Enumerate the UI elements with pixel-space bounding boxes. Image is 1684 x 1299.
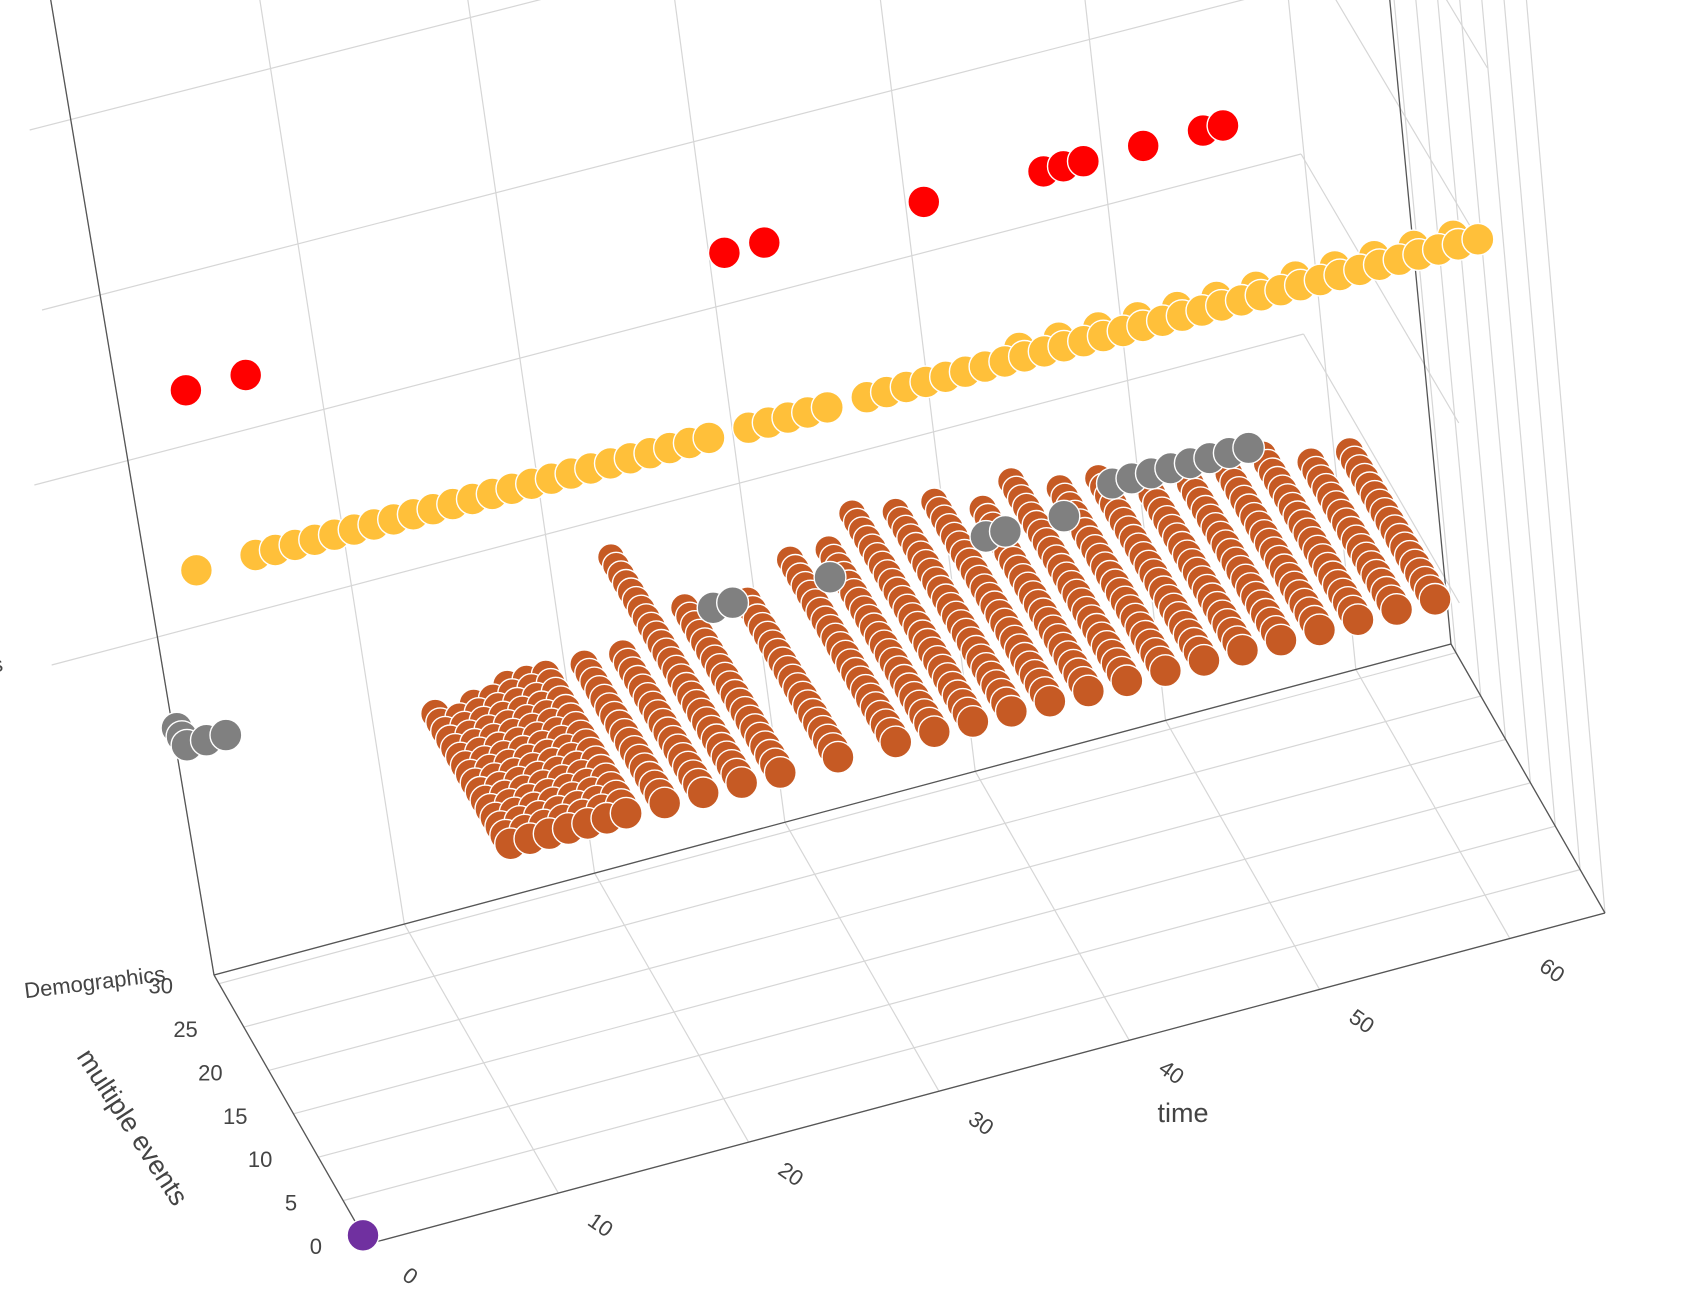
point-obeservations (956, 704, 990, 739)
box-edge-line (1450, 643, 1606, 914)
point-obeservations (1341, 603, 1375, 637)
point-obeservations (1187, 643, 1221, 678)
back-wall-grid-line (50, 0, 215, 976)
y-tick-label: 30 (148, 974, 172, 999)
point-conditions (1047, 499, 1081, 533)
x-tick-label: 20 (774, 1157, 808, 1192)
y-tick-label: 10 (248, 1147, 272, 1172)
point-obeservations (1148, 654, 1182, 688)
x-tick-label: 60 (1535, 953, 1569, 988)
z-category-label: Demographics (23, 961, 167, 1003)
x-tick-label: 50 (1345, 1004, 1379, 1039)
z-axis-line (50, 0, 215, 976)
floor-grid-line (268, 738, 1506, 1072)
floor-grid-line (403, 923, 559, 1194)
z-category-label: Obeservations (0, 651, 4, 693)
floor-grid-line (243, 695, 1481, 1028)
x-tick-label: 30 (964, 1106, 998, 1141)
point-obeservations (917, 715, 951, 749)
category-grid-line (1335, 0, 1484, 249)
point-procedures (1126, 129, 1160, 163)
x-tick-label: 10 (583, 1208, 617, 1243)
point-medications (1461, 222, 1495, 256)
side-wall-grid-line (1393, 0, 1457, 653)
floor-grid-line (318, 825, 1556, 1158)
point-procedures (747, 226, 781, 260)
point-obeservations (1379, 592, 1414, 627)
y-tick-label: 0 (310, 1234, 322, 1259)
point-obeservations (1071, 674, 1105, 708)
side-wall-grid-line (1503, 0, 1581, 870)
point-obeservations (763, 755, 797, 790)
floor-grid-line (343, 869, 1581, 1202)
category-grid-line (34, 153, 1302, 486)
point-obeservations (648, 786, 682, 820)
category-grid-line (1445, 0, 1488, 69)
y-tick-label: 20 (198, 1060, 222, 1085)
point-obeservations (994, 694, 1028, 728)
point-obeservations (879, 725, 913, 759)
axis-lines (50, 0, 1606, 1245)
point-obeservations (1264, 623, 1298, 657)
point-obeservations (1302, 613, 1337, 647)
point-conditions (813, 560, 847, 594)
category-grid-line (1302, 333, 1460, 604)
box-edge-line (213, 643, 1452, 976)
x-axis-title: time (1157, 1098, 1208, 1128)
point-obeservations (1033, 684, 1067, 718)
y-axis-title: multiple events (71, 1043, 194, 1210)
point-medications (179, 553, 213, 587)
side-wall-grid-line (1415, 0, 1482, 697)
point-procedures (707, 236, 741, 270)
y-tick-label: 15 (223, 1104, 247, 1129)
point-obeservations (609, 796, 643, 830)
y-tick-label: 5 (285, 1191, 297, 1216)
side-wall-grid-line (1481, 0, 1556, 827)
x-tick-label: 0 (398, 1262, 422, 1290)
point-procedures (169, 373, 203, 407)
point-conditions (209, 718, 243, 752)
category-grid-line (29, 0, 542, 131)
floor-grid-line (1165, 720, 1321, 990)
point-obeservations (821, 740, 855, 774)
point-obeservations (1418, 582, 1452, 616)
point-obeservations (1110, 664, 1144, 698)
point-procedures (1066, 144, 1100, 178)
x-axis-line (367, 912, 1606, 1245)
box-edge-line (1389, 0, 1452, 645)
x-tick-label: 40 (1154, 1055, 1188, 1090)
floor-grid-line (594, 872, 750, 1143)
point-obeservations (1225, 633, 1260, 667)
data-points (160, 108, 1495, 1252)
category-grid-line (41, 0, 1245, 311)
y-tick-label: 25 (173, 1017, 197, 1042)
side-wall-grid-line (1525, 0, 1606, 914)
floor-grid-line (1355, 669, 1511, 939)
category-grid-line (51, 333, 1304, 666)
floor-grid-line (974, 771, 1130, 1041)
point-procedures (1206, 108, 1240, 143)
point-obeservations (725, 766, 759, 800)
point-conditions (988, 514, 1022, 548)
back-wall-grid-line (259, 0, 405, 925)
floor-grid-line (293, 782, 1531, 1115)
point-conditions (1232, 431, 1266, 465)
point-procedures (907, 185, 941, 219)
point-obeservations (686, 776, 720, 810)
floor-grid-line (218, 652, 1457, 985)
point-procedures (229, 358, 263, 392)
point-demographics (346, 1218, 380, 1252)
point-medications (810, 390, 844, 424)
side-wall-grid-line (1459, 0, 1532, 783)
category-grid-line (1300, 153, 1460, 424)
point-conditions (715, 586, 750, 620)
y-axis-line (213, 974, 369, 1245)
floor-grid-line (784, 821, 940, 1092)
point-medications (692, 421, 726, 455)
